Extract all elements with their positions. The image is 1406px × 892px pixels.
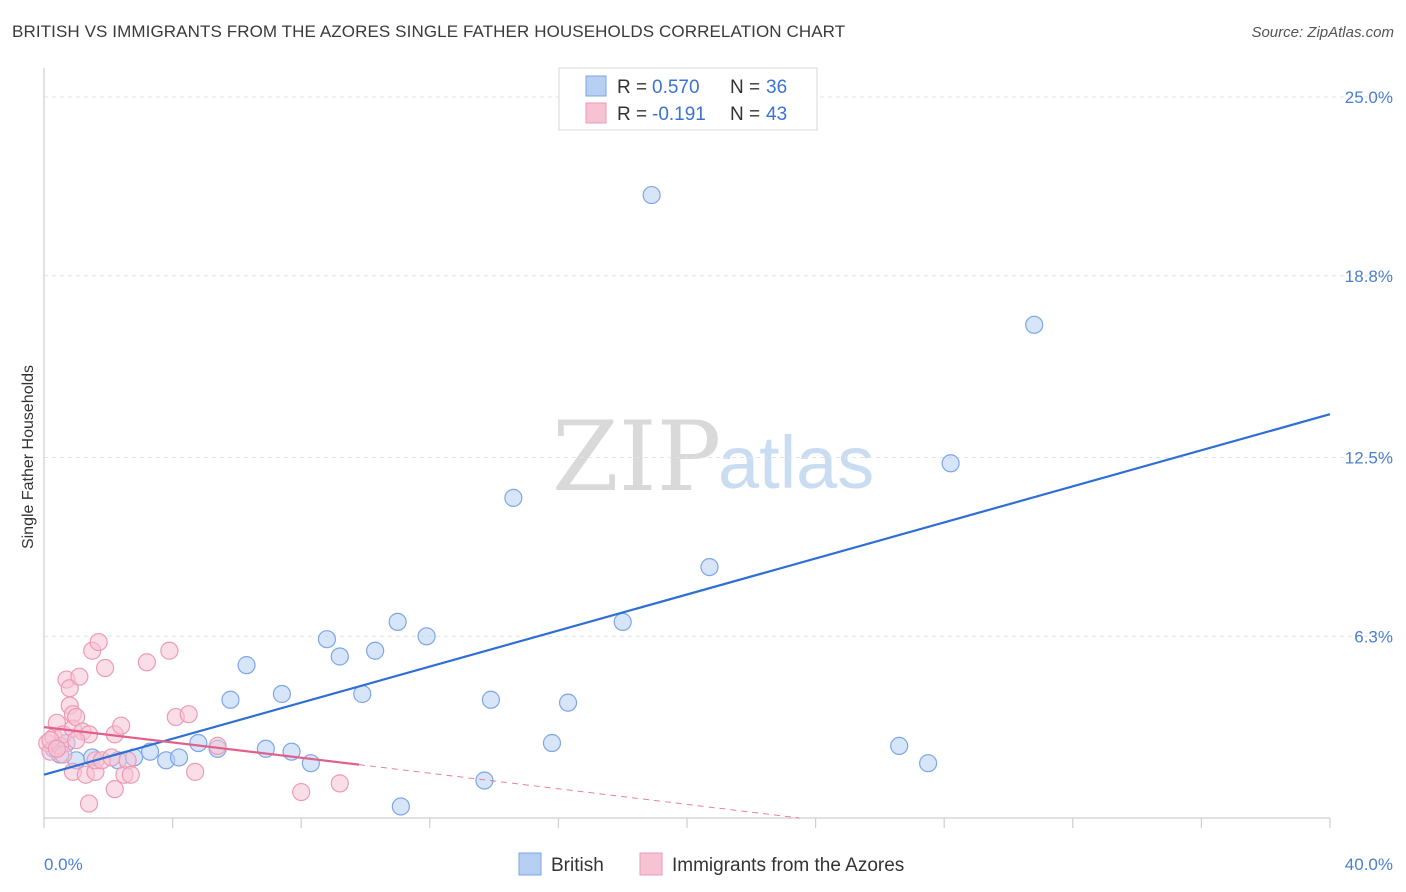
series-legend: British Immigrants from the Azores: [518, 852, 904, 876]
azores-point: [179, 705, 198, 724]
legend-r-value-azores: -0.191: [652, 104, 706, 125]
azores-point: [186, 762, 205, 781]
bottom-legend-swatch-azores: [639, 852, 663, 876]
british-point: [642, 185, 661, 205]
azores-point: [160, 641, 179, 660]
british-point: [221, 690, 240, 709]
legend-swatch-british: [585, 75, 607, 97]
y-tick-label: 25.0%: [1345, 88, 1393, 107]
british-point: [366, 641, 385, 660]
trend-lines: [43, 413, 1331, 819]
bottom-legend-swatch-british: [518, 852, 542, 876]
watermark-atlas: atlas: [718, 421, 874, 504]
y-tick-label: 18.8%: [1345, 267, 1393, 286]
azores-point: [47, 739, 66, 758]
bottom-legend-label-british: British: [551, 855, 604, 876]
y-tick-label: 12.5%: [1345, 449, 1393, 468]
british-point: [237, 656, 256, 675]
british-point: [388, 612, 407, 631]
azores-point: [208, 736, 227, 756]
stats-legend: R = 0.570 N = 36 R = -0.191 N = 43: [558, 67, 818, 131]
azores-point: [105, 780, 124, 799]
x-axis-ticks: [43, 818, 1331, 828]
azores-point: [112, 716, 131, 735]
x-tick-label-min: 0.0%: [44, 855, 83, 874]
legend-n-label-azores: N =: [730, 104, 760, 125]
british-point: [317, 630, 337, 649]
azores-point: [292, 782, 311, 802]
azores-point: [70, 667, 89, 686]
azores-point: [89, 632, 108, 652]
british-point: [542, 733, 562, 753]
british-point: [140, 742, 160, 761]
british-point: [330, 647, 349, 666]
british-point: [417, 627, 436, 646]
azores-point: [95, 658, 115, 678]
y-axis-label: Single Father Households: [20, 365, 37, 549]
british-point: [613, 612, 632, 631]
trend-line-azores: [43, 726, 360, 766]
source-credit: Source: ZipAtlas.com: [1251, 24, 1394, 41]
chart-title: BRITISH VS IMMIGRANTS FROM THE AZORES SI…: [12, 22, 846, 41]
legend-swatch-azores: [585, 102, 607, 124]
legend-r-label-british: R =: [617, 77, 647, 98]
azores-point: [79, 794, 99, 813]
british-point: [919, 754, 938, 773]
azores-point: [121, 765, 140, 784]
azores-point: [137, 653, 156, 672]
british-point: [481, 690, 500, 709]
legend-r-label-azores: R =: [617, 104, 647, 125]
series-azores-points: [38, 632, 349, 813]
british-point: [558, 693, 578, 712]
y-tick-labels: 6.3% 12.5% 18.8% 25.0%: [1345, 88, 1393, 646]
x-tick-label-max: 40.0%: [1345, 855, 1393, 874]
azores-point: [67, 731, 86, 750]
legend-r-value-british: 0.570: [652, 77, 700, 98]
legend-n-value-british: 36: [766, 77, 787, 98]
british-point: [189, 733, 208, 753]
gridlines: [44, 96, 1393, 637]
y-tick-label: 6.3%: [1354, 627, 1393, 646]
british-point: [890, 736, 909, 756]
trend-line-british: [43, 413, 1331, 776]
legend-n-label-british: N =: [730, 77, 760, 98]
british-point: [941, 454, 960, 473]
british-point: [169, 748, 189, 767]
trend-line-azores-extension: [359, 764, 800, 819]
british-point: [1025, 315, 1044, 334]
british-point: [700, 557, 719, 577]
azores-point: [330, 774, 349, 793]
british-point: [391, 797, 410, 816]
legend-n-value-azores: 43: [766, 104, 787, 125]
bottom-legend-label-azores: Immigrants from the Azores: [672, 855, 904, 876]
british-point: [272, 684, 292, 704]
british-point: [504, 488, 523, 507]
